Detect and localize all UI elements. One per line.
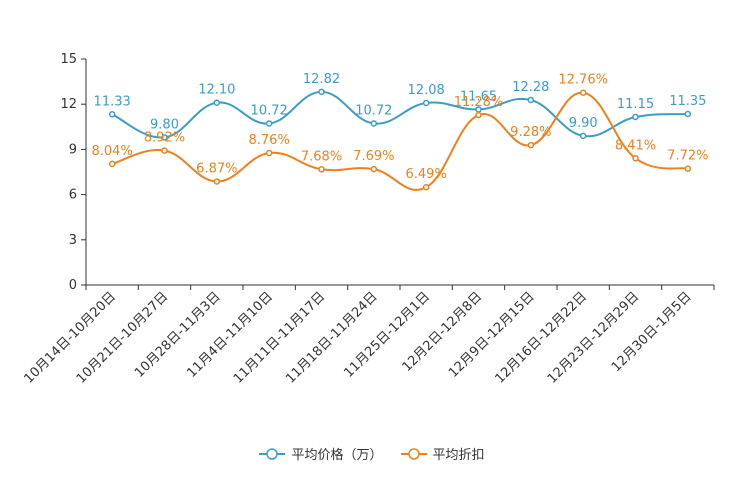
- legend-price-label: 平均价格（万）: [291, 448, 383, 463]
- y-axis-ticks: 0 3 6 9 12 15: [60, 52, 86, 293]
- legend-discount-label: 平均折扣: [432, 448, 485, 463]
- x-tick-label: 10月21日-10月27日: [74, 289, 171, 386]
- data-label-price: 10.72: [355, 103, 392, 118]
- data-label-price: 9.90: [569, 116, 598, 131]
- data-label-price: 10.72: [251, 103, 288, 118]
- data-point-price: [318, 88, 325, 96]
- y-tick-label: 15: [60, 52, 77, 67]
- data-label-discount: 9.28%: [510, 125, 551, 140]
- data-label-discount: 8.41%: [615, 138, 656, 153]
- data-label-discount: 12.76%: [558, 73, 608, 88]
- legend-item-discount[interactable]: 平均折扣: [400, 444, 485, 463]
- legend-discount-marker-icon: [400, 447, 427, 460]
- data-point-discount: [684, 165, 692, 172]
- data-point-discount: [265, 149, 273, 157]
- data-point-discount: [161, 147, 168, 154]
- data-label-price: 11.15: [617, 97, 654, 112]
- data-point-price: [579, 132, 587, 140]
- data-label-price: 11.35: [669, 94, 706, 109]
- data-point-price: [684, 110, 692, 118]
- x-tick-label: 12月16日-12月22日: [493, 289, 590, 386]
- legend-item-price[interactable]: 平均价格（万）: [259, 444, 383, 463]
- data-point-price: [108, 111, 116, 118]
- data-label-price: 11.33: [94, 94, 131, 109]
- x-tick-label: 10月14日-10月20日: [22, 289, 119, 386]
- legend: 平均价格（万） 平均折扣: [0, 444, 744, 463]
- series-line-price: [111, 90, 688, 139]
- data-point-price: [527, 96, 535, 104]
- y-tick-label: 0: [69, 278, 77, 293]
- data-label-discount: 8.92%: [144, 131, 185, 146]
- data-point-discount: [318, 166, 325, 173]
- x-tick-label: 12月23日-12月29日: [545, 289, 642, 386]
- data-point-discount: [527, 141, 535, 149]
- x-axis-ticks: 10月14日-10月20日10月21日-10月27日10月28日-11月3日11…: [22, 285, 715, 387]
- data-label-discount: 8.76%: [249, 133, 290, 148]
- y-tick-label: 9: [69, 142, 77, 157]
- data-point-price: [265, 120, 273, 127]
- y-tick-label: 3: [69, 233, 77, 248]
- y-tick-label: 6: [69, 188, 77, 203]
- x-tick-label: 11月18日-11月24日: [283, 289, 380, 386]
- data-label-price: 12.28: [512, 80, 549, 95]
- data-point-discount: [579, 89, 587, 96]
- data-point-discount: [108, 160, 116, 168]
- data-label-discount: 8.04%: [92, 144, 133, 159]
- data-point-discount: [632, 155, 639, 162]
- data-point-discount: [475, 111, 482, 119]
- data-point-discount: [213, 178, 221, 185]
- legend-price-marker-icon: [259, 447, 286, 460]
- data-label-price: 9.80: [150, 117, 179, 132]
- data-point-discount: [422, 183, 430, 191]
- data-point-price: [632, 113, 639, 121]
- data-label-discount: 7.68%: [301, 149, 342, 164]
- data-label-price: 12.08: [408, 83, 445, 98]
- data-label-price: 11.65: [460, 89, 497, 104]
- data-label-discount: 11.28%: [454, 95, 504, 110]
- x-tick-label: 11月11日-11月17日: [231, 289, 328, 386]
- data-point-price: [422, 99, 430, 107]
- data-point-discount: [370, 165, 378, 173]
- data-label-discount: 6.87%: [196, 161, 237, 176]
- data-label-discount: 7.72%: [667, 149, 708, 164]
- data-point-price: [213, 99, 221, 106]
- data-label-price: 12.82: [303, 72, 340, 87]
- data-label-discount: 7.69%: [353, 149, 394, 164]
- data-point-price: [161, 134, 168, 141]
- data-label-discount: 6.49%: [406, 167, 447, 182]
- data-label-price: 12.10: [198, 83, 235, 98]
- data-point-price: [370, 120, 378, 127]
- y-tick-label: 12: [60, 97, 77, 112]
